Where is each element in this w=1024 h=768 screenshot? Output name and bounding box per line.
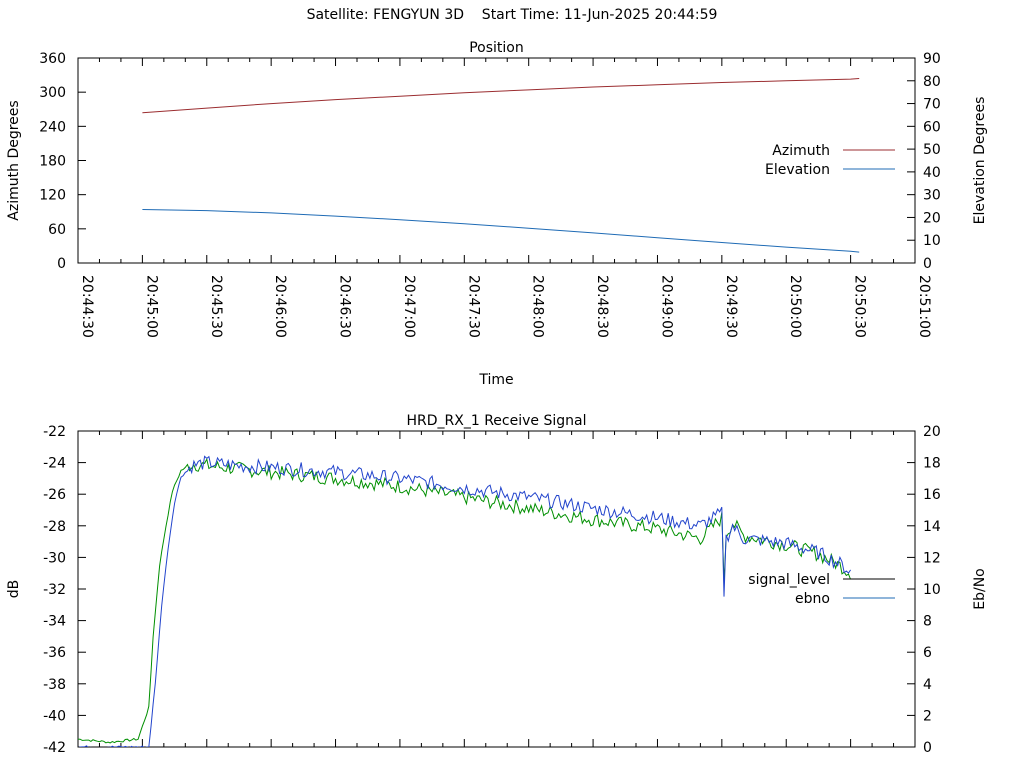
y2-tick-label: 8 bbox=[923, 614, 932, 630]
y2-tick-label: 30 bbox=[923, 188, 941, 204]
y-axis-label: dB bbox=[6, 580, 22, 599]
y2-tick-label: 20 bbox=[923, 424, 941, 440]
legend-label: signal_level bbox=[748, 572, 830, 588]
y2-tick-label: 2 bbox=[923, 708, 932, 724]
x-tick-label: 20:50:30 bbox=[852, 275, 868, 338]
x-tick-label: 20:49:30 bbox=[723, 275, 739, 338]
series-line-signal-level bbox=[78, 457, 852, 744]
series-line-elevation bbox=[142, 209, 860, 253]
y2-tick-label: 40 bbox=[923, 165, 941, 181]
x-axis-label: Time bbox=[478, 372, 513, 388]
chart-2: HRD_RX_1 Receive Signal -42 -40 -38 -36 -34 -3… bbox=[6, 413, 988, 756]
x-tick-label: 20:45:30 bbox=[208, 275, 224, 338]
y2-tick-label: 0 bbox=[923, 256, 932, 272]
plot-border bbox=[77, 57, 916, 264]
y-tick-label: -36 bbox=[43, 645, 66, 661]
y-tick-label: -40 bbox=[43, 708, 66, 724]
y2-tick-label: 14 bbox=[923, 519, 941, 535]
x-tick-label: 20:51:00 bbox=[916, 275, 932, 338]
y-tick-label: 360 bbox=[39, 51, 66, 67]
y-tick-label: -26 bbox=[43, 487, 66, 503]
series-line-azimuth bbox=[142, 78, 860, 114]
y-tick-label: -22 bbox=[43, 424, 66, 440]
y-tick-label: 60 bbox=[48, 222, 66, 238]
y-tick-label: -32 bbox=[43, 582, 66, 598]
chart-title: HRD_RX_1 Receive Signal bbox=[407, 413, 587, 429]
x-tick-label: 20:46:30 bbox=[337, 275, 353, 338]
legend-label: ebno bbox=[795, 591, 830, 607]
figure-title: Satellite: FENGYUN 3D Start Time: 11-Jun… bbox=[306, 7, 718, 23]
legend-label: Azimuth bbox=[772, 143, 830, 159]
legend-label: Elevation bbox=[765, 162, 830, 178]
x-tick-label: 20:47:00 bbox=[401, 275, 417, 338]
y2-tick-label: 90 bbox=[923, 51, 941, 67]
y-tick-label: -30 bbox=[43, 550, 66, 566]
y2-tick-label: 4 bbox=[923, 677, 932, 693]
x-tick-label: 20:48:00 bbox=[530, 275, 546, 338]
y2-tick-label: 10 bbox=[923, 582, 941, 598]
y2-tick-label: 12 bbox=[923, 550, 941, 566]
x-tick-label: 20:45:00 bbox=[143, 275, 159, 338]
chart-title: Position bbox=[469, 40, 524, 56]
x-tick-label: 20:50:00 bbox=[787, 275, 803, 338]
y2-tick-label: 80 bbox=[923, 74, 941, 90]
y2-tick-label: 18 bbox=[923, 456, 941, 472]
y-tick-label: 240 bbox=[39, 119, 66, 135]
y-tick-label: 0 bbox=[57, 256, 66, 272]
y-tick-label: 120 bbox=[39, 188, 66, 204]
y-tick-label: 300 bbox=[39, 85, 66, 101]
y2-tick-label: 10 bbox=[923, 233, 941, 249]
y2-axis-label: Elevation Degrees bbox=[972, 97, 988, 225]
chart-1: Position 0 60 120 180 240 300 360 0 10 20 30 40 50 60 7… bbox=[6, 40, 988, 388]
y2-tick-label: 16 bbox=[923, 487, 941, 503]
y-tick-label: -28 bbox=[43, 519, 66, 535]
y2-tick-label: 20 bbox=[923, 210, 941, 226]
y2-tick-label: 70 bbox=[923, 97, 941, 113]
y-tick-label: -24 bbox=[43, 456, 66, 472]
x-tick-label: 20:46:00 bbox=[272, 275, 288, 338]
x-tick-label: 20:44:30 bbox=[79, 275, 95, 338]
y2-tick-label: 6 bbox=[923, 645, 932, 661]
y2-axis-label: Eb/No bbox=[972, 568, 988, 610]
x-tick-label: 20:47:30 bbox=[465, 275, 481, 338]
y-axis-label: Azimuth Degrees bbox=[6, 100, 22, 220]
y-tick-label: -34 bbox=[43, 614, 66, 630]
y-tick-label: -38 bbox=[43, 677, 66, 693]
plot-border bbox=[77, 430, 916, 748]
y-tick-label: -42 bbox=[43, 740, 66, 756]
x-tick-label: 20:49:00 bbox=[658, 275, 674, 338]
series-line-ebno bbox=[78, 455, 852, 747]
y-tick-label: 180 bbox=[39, 154, 66, 170]
y2-tick-label: 60 bbox=[923, 119, 941, 135]
x-tick-label: 20:48:30 bbox=[594, 275, 610, 338]
y2-tick-label: 0 bbox=[923, 740, 932, 756]
y2-tick-label: 50 bbox=[923, 142, 941, 158]
